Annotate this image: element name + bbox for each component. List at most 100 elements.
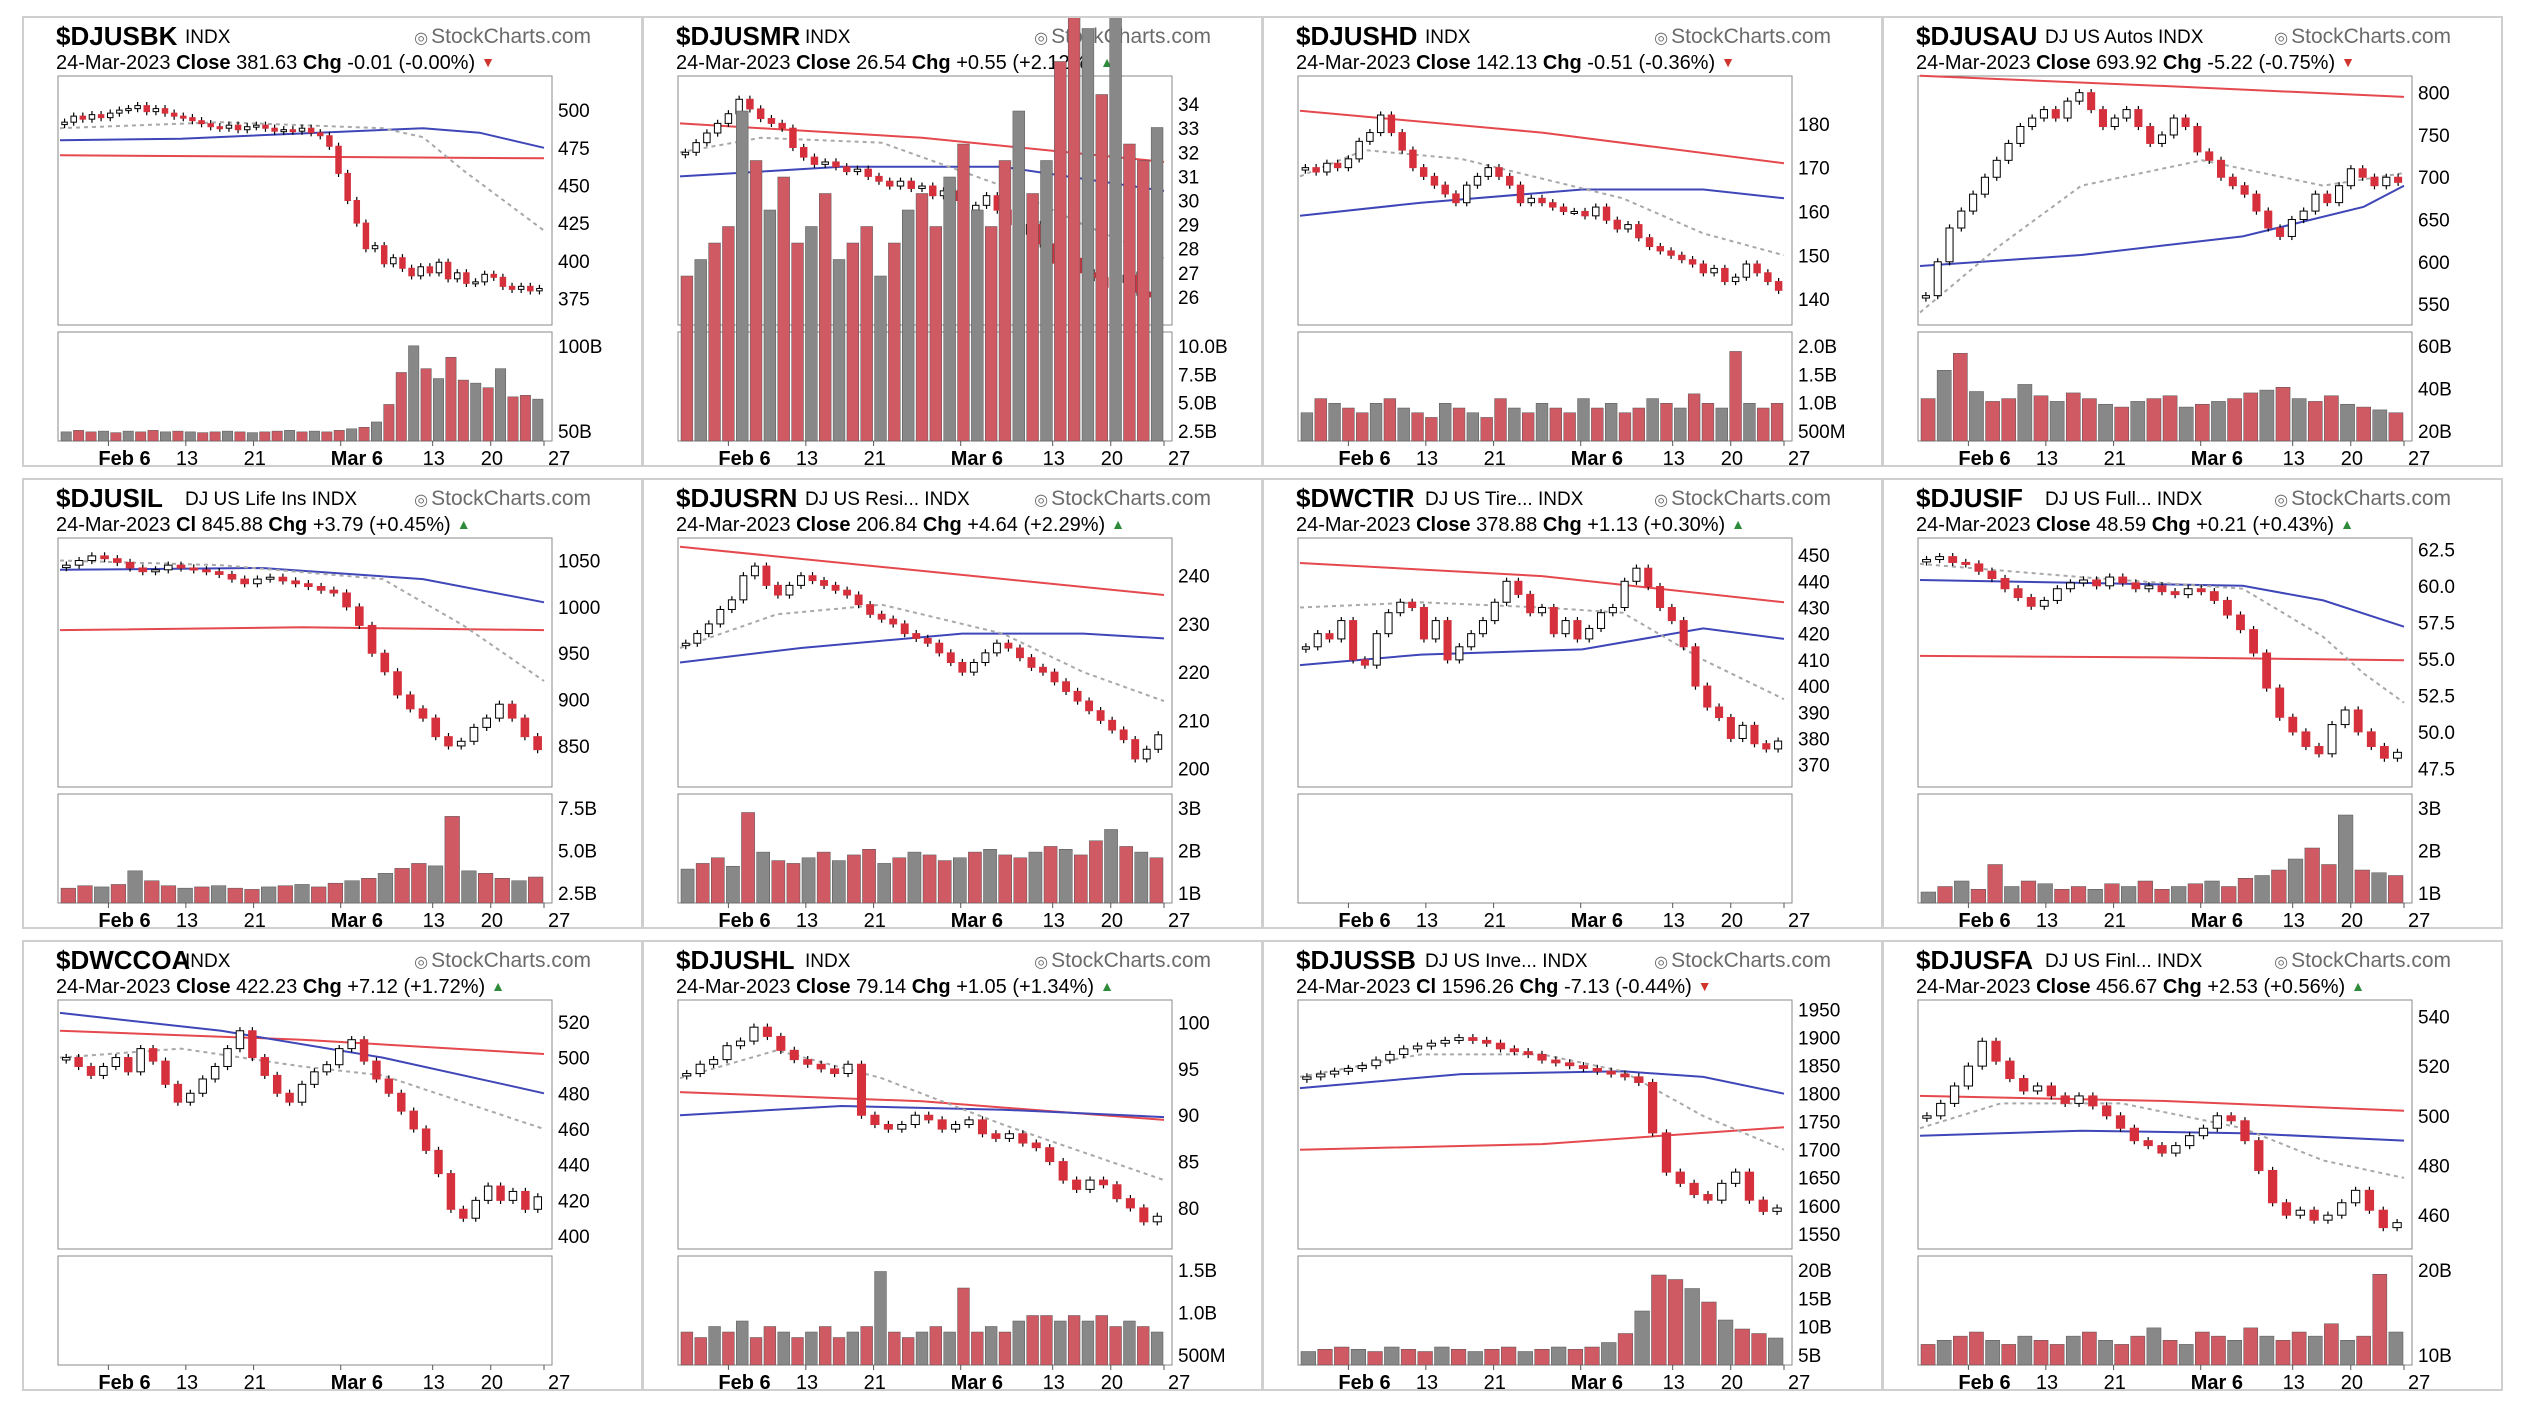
y-tick-label: 475	[558, 139, 590, 160]
volume-bar	[1067, 1315, 1081, 1366]
candle	[1004, 642, 1013, 649]
x-tick-label: 21	[244, 1372, 266, 1391]
y-tick-label: 1950	[1798, 1001, 1840, 1022]
volume-bar	[1604, 403, 1618, 442]
volume-bar	[722, 226, 735, 442]
candle	[371, 245, 379, 250]
candle	[216, 126, 224, 130]
candle	[969, 662, 978, 673]
volume-bar	[1028, 851, 1043, 904]
candle	[2299, 210, 2308, 221]
volume-bar	[1936, 1340, 1952, 1366]
candle	[533, 1196, 543, 1210]
candle	[2019, 1078, 2029, 1092]
candle	[2171, 1145, 2181, 1154]
x-tick-label: 13	[1416, 1372, 1438, 1391]
volume-bar	[494, 878, 510, 904]
source-label: StockCharts.com	[1671, 487, 1831, 510]
candle	[1710, 267, 1718, 274]
volume-tick-label: 20B	[1798, 1261, 1832, 1282]
volume-bar	[420, 368, 432, 442]
volume-bar	[1768, 1337, 1784, 1366]
volume-bar	[957, 1287, 970, 1366]
chg-value: -0.01 (-0.00%)	[347, 52, 476, 74]
candle	[843, 1063, 853, 1075]
up-arrow-icon: ▲	[2340, 516, 2354, 532]
volume-bar	[85, 431, 97, 442]
candle	[2212, 1115, 2222, 1129]
volume-bar	[1936, 370, 1952, 442]
ma-blue-line	[59, 566, 545, 604]
volume-bar	[127, 870, 143, 904]
volume-bar	[1425, 417, 1438, 442]
x-tick-label: Mar 6	[2191, 910, 2243, 929]
volume-bar	[1651, 1274, 1667, 1366]
y-tick-label: 375	[558, 289, 590, 310]
volume-bar	[984, 226, 998, 442]
stockcharts-logo-icon: ◎	[414, 30, 429, 47]
x-tick-label: Mar 6	[331, 910, 383, 929]
chart-source: ◎ StockCharts.com	[1034, 487, 1211, 511]
volume-bar	[2065, 392, 2081, 442]
candle	[1559, 206, 1568, 212]
volume-bar	[346, 428, 358, 442]
volume-bar	[888, 1331, 901, 1366]
volume-bar	[1137, 160, 1150, 442]
volume-bar	[1484, 1349, 1500, 1366]
candle	[977, 1119, 988, 1135]
candle	[808, 575, 817, 582]
candle	[198, 120, 205, 125]
x-tick-label: 27	[1788, 1372, 1810, 1391]
candle	[709, 1059, 719, 1065]
candle	[681, 151, 690, 156]
ma-gray-line	[1299, 1053, 1785, 1151]
candle	[2288, 716, 2298, 733]
y-tick-label: 220	[1178, 663, 1210, 684]
source-label: StockCharts.com	[431, 487, 591, 510]
volume-bar	[2388, 875, 2404, 904]
ma-red-line	[1299, 562, 1785, 604]
volume-bar	[915, 193, 929, 442]
candle	[1750, 724, 1759, 745]
candle	[1085, 700, 1094, 712]
candle	[79, 115, 87, 120]
chart-svg: 500 475 450 425 400 375 100B 50B Feb 6 13 21 Mar 6 1…	[57, 75, 602, 465]
volume-bar	[197, 432, 209, 442]
candle	[1509, 1048, 1519, 1053]
chart-panel: $DJUSMR INDX ◎ StockCharts.com 24-Mar-2023 C…	[642, 16, 1263, 467]
volume-bar	[2321, 864, 2337, 904]
x-tick-label: 13	[1663, 910, 1685, 929]
candle	[2000, 578, 2010, 590]
candle	[1921, 295, 1930, 299]
candle	[418, 708, 428, 719]
candle	[408, 267, 415, 277]
candle	[853, 168, 862, 173]
ma-red-line	[1299, 1126, 1785, 1151]
volume-bar	[377, 873, 394, 904]
candle	[253, 124, 260, 128]
candle	[1933, 261, 1942, 297]
candle	[161, 108, 169, 114]
chart-svg: 540 520 500 480 460 20B 10B Feb 6 13 21 Mar 6 13 20 2…	[1917, 999, 2452, 1389]
candle	[2262, 652, 2272, 689]
candle	[1992, 159, 2001, 178]
candle	[1679, 620, 1688, 648]
candle	[1963, 1065, 1974, 1087]
up-arrow-icon: ▲	[1100, 978, 1114, 994]
candle	[1313, 633, 1322, 648]
candle	[1764, 272, 1772, 283]
volume-bar	[2254, 875, 2270, 904]
volume-bar	[998, 854, 1012, 904]
volume-bar	[1508, 407, 1521, 442]
volume-bar	[1384, 1346, 1400, 1366]
candle	[2228, 176, 2237, 187]
volume-bar	[680, 868, 695, 904]
x-tick-label: 13	[423, 1372, 445, 1391]
candle	[750, 565, 759, 577]
chg-value: +1.13 (+0.30%)	[1587, 514, 1726, 536]
candle	[234, 124, 242, 131]
volume-bar	[915, 1331, 929, 1366]
volume-bar	[2287, 858, 2304, 904]
candle	[1772, 1207, 1782, 1212]
volume-tick-label: 3B	[1178, 799, 1201, 820]
